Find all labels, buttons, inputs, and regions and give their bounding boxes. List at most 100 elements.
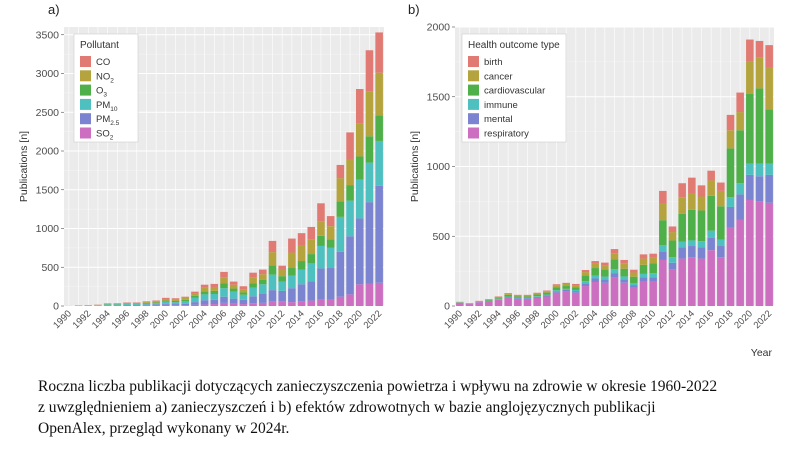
bar-segment-respiratory-1996 — [514, 299, 522, 306]
bar-segment-immune-2005 — [601, 276, 609, 280]
bar-segment-birth-2003 — [581, 270, 590, 273]
bar-segment-cardiovascular-2011 — [659, 220, 667, 246]
bar-segment-cardiovascular-2003 — [581, 275, 590, 282]
bar-segment-CO-2021 — [365, 50, 374, 92]
bar-segment-respiratory-2002 — [572, 292, 580, 306]
bar-segment-cardiovascular-2014 — [688, 209, 696, 241]
legend-label-mental: mental — [484, 114, 513, 125]
bar-segment-mental-2008 — [630, 285, 638, 288]
legend-swatch-PM2.5 — [80, 113, 91, 125]
bar-segment-SO2-1999 — [152, 305, 160, 306]
bar-segment-CO-2020 — [355, 89, 364, 124]
bar-segment-immune-2017 — [717, 239, 725, 247]
bar-segment-immune-2001 — [562, 288, 570, 290]
bar-segment-immune-2004 — [591, 275, 599, 279]
bar-segment-mental-2016 — [707, 237, 715, 251]
bar-segment-NO2-2013 — [288, 252, 296, 269]
x-tick-label: 2010 — [245, 308, 268, 331]
bar-segment-cancer-2022 — [765, 67, 773, 110]
bar-segment-immune-2015 — [697, 241, 706, 248]
x-tick-label: 2022 — [752, 308, 775, 331]
bar-segment-cardiovascular-2007 — [620, 268, 628, 277]
bar-segment-cancer-2003 — [581, 272, 590, 276]
bar-segment-PM2.5-2018 — [336, 251, 345, 297]
bar-segment-CO-2014 — [297, 233, 306, 246]
bar-segment-CO-2001 — [171, 298, 180, 300]
bar-segment-SO2-2011 — [268, 301, 277, 306]
bar-segment-respiratory-2016 — [707, 250, 715, 306]
bar-segment-PM10-2021 — [365, 162, 374, 203]
legend-swatch-NO2 — [80, 70, 91, 82]
bar-segment-cancer-2010 — [649, 257, 657, 264]
bar-segment-PM2.5-2020 — [355, 218, 364, 285]
bar-segment-respiratory-2006 — [610, 277, 619, 306]
bar-segment-mental-2020 — [746, 174, 754, 200]
legend-title: Pollutant — [80, 40, 119, 51]
bar-segment-cancer-2021 — [755, 57, 764, 89]
bar-segment-cancer-1998 — [533, 293, 541, 295]
bar-segment-birth-2000 — [552, 284, 561, 286]
legend-swatch-O3 — [80, 84, 91, 96]
bar-segment-CO-2007 — [229, 281, 238, 285]
bar-segment-respiratory-1995 — [504, 297, 512, 306]
bar-segment-CO-2016 — [317, 203, 325, 222]
bar-segment-O3-2007 — [229, 288, 238, 292]
bar-segment-cardiovascular-2016 — [707, 195, 715, 231]
bar-segment-birth-2020 — [746, 39, 754, 62]
bar-segment-NO2-2019 — [346, 159, 354, 186]
bar-segment-cardiovascular-2010 — [649, 263, 657, 274]
figure-caption: Roczna liczba publikacji dotyczących zan… — [38, 376, 774, 439]
bar-segment-SO2-1995 — [113, 305, 122, 306]
x-tick-label: 2012 — [265, 308, 288, 331]
bar-segment-NO2-2018 — [336, 178, 345, 202]
bar-segment-CO-2013 — [288, 238, 296, 253]
bar-segment-mental-2000 — [552, 291, 561, 293]
bar-segment-immune-2022 — [765, 163, 773, 175]
bar-segment-NO2-2005 — [210, 287, 219, 291]
bar-segment-respiratory-1994 — [494, 299, 503, 306]
legend-swatch-cardiovascular — [468, 84, 479, 96]
bar-segment-PM2.5-2011 — [268, 290, 277, 302]
bar-segment-PM2.5-2000 — [162, 303, 170, 305]
bar-segment-SO2-1996 — [123, 305, 131, 306]
bar-segment-NO2-2020 — [355, 123, 364, 157]
bar-segment-CO-2019 — [346, 132, 354, 160]
chart-health-outcome: 0500100015002000199019921994199619982000… — [408, 2, 775, 359]
x-tick-label: 2000 — [148, 308, 171, 331]
legend-label-O3: O3 — [96, 86, 107, 99]
legend-swatch-mental — [468, 113, 479, 125]
bar-segment-PM2.5-2006 — [220, 296, 228, 303]
bar-segment-cardiovascular-2020 — [746, 93, 754, 164]
bar-segment-PM10-2001 — [171, 302, 180, 305]
bar-segment-O3-2020 — [355, 156, 364, 180]
bar-segment-cancer-2008 — [630, 272, 638, 277]
bar-segment-mental-2021 — [755, 176, 764, 202]
bar-segment-SO2-2018 — [336, 296, 345, 306]
bar-segment-cardiovascular-2012 — [668, 240, 677, 258]
legend-label-subscript: 10 — [110, 106, 118, 113]
x-tick-label: 2006 — [597, 308, 620, 331]
bar-segment-NO2-2002 — [181, 297, 189, 300]
x-tick-label: 1998 — [520, 308, 543, 331]
y-tick-label: 2000 — [427, 22, 451, 34]
bar-segment-birth-2002 — [572, 283, 580, 286]
x-tick-label: 2012 — [655, 308, 678, 331]
bar-segment-mental-1999 — [543, 295, 551, 297]
y-tick-label: 0 — [444, 301, 450, 313]
bar-segment-mental-2014 — [688, 246, 696, 258]
bar-segment-O3-2002 — [181, 299, 189, 302]
bar-segment-immune-1996 — [514, 297, 522, 299]
legend-swatch-SO2 — [80, 127, 91, 139]
bar-segment-respiratory-2010 — [649, 281, 657, 306]
bar-segment-birth-1996 — [514, 294, 522, 296]
bar-segment-respiratory-2018 — [726, 227, 735, 306]
bar-segment-CO-2018 — [336, 164, 345, 179]
bar-segment-SO2-2021 — [365, 283, 374, 306]
bar-segment-birth-2009 — [639, 254, 648, 259]
bar-segment-cardiovascular-2004 — [591, 268, 599, 276]
bar-segment-SO2-2019 — [346, 294, 354, 306]
bar-segment-SO2-2022 — [375, 282, 383, 306]
bar-segment-cardiovascular-2002 — [572, 287, 580, 290]
bar-segment-O3-2006 — [220, 283, 228, 289]
bar-segment-PM2.5-2004 — [200, 300, 209, 305]
